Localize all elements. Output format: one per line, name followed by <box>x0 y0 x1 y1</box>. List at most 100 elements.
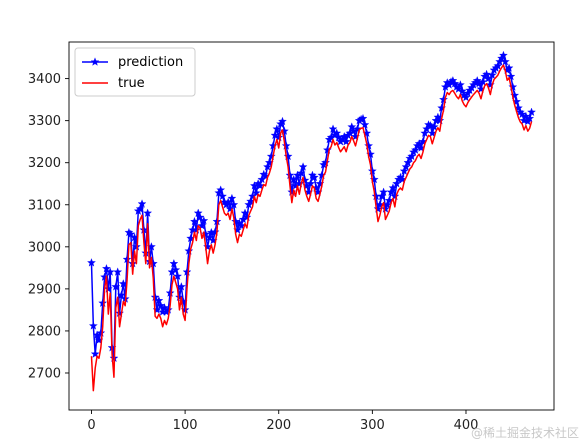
data-point-prediction <box>381 204 390 213</box>
data-point-prediction <box>461 92 471 102</box>
data-point-prediction <box>191 225 201 234</box>
data-point-prediction <box>98 298 108 307</box>
data-point-prediction <box>379 187 388 196</box>
y-tick-label: 3000 <box>28 240 61 255</box>
data-point-prediction <box>289 174 299 184</box>
legend-star <box>90 57 100 66</box>
data-point-prediction <box>242 212 252 222</box>
data-point-prediction <box>266 151 276 161</box>
data-point-prediction <box>392 179 402 188</box>
data-point-prediction <box>433 112 443 122</box>
data-point-prediction <box>223 197 233 206</box>
x-tick-label: 100 <box>173 418 198 433</box>
legend: prediction true <box>74 47 196 97</box>
x-tick-label: 300 <box>360 418 385 433</box>
data-point-prediction <box>429 122 439 131</box>
data-point-prediction <box>403 158 413 167</box>
series-true <box>90 64 533 392</box>
data-point-prediction <box>173 271 183 281</box>
data-point-prediction <box>283 151 293 161</box>
data-point-prediction <box>176 282 186 291</box>
data-point-prediction <box>457 86 467 95</box>
data-point-prediction <box>225 204 235 213</box>
data-point-prediction <box>358 113 368 123</box>
data-point-prediction <box>100 272 109 281</box>
data-point-prediction <box>90 349 100 358</box>
data-point-prediction <box>493 61 503 70</box>
data-point-prediction <box>450 79 460 88</box>
y-axis: 2700 2800 2900 3000 3100 3200 3300 3400 <box>28 72 69 381</box>
data-point-prediction <box>156 301 166 310</box>
x-tick-label: 200 <box>266 418 291 433</box>
series-line-true <box>90 64 533 392</box>
data-point-prediction <box>281 141 291 150</box>
data-point-prediction <box>364 141 374 150</box>
data-point-prediction <box>274 132 284 142</box>
data-point-prediction <box>231 216 241 226</box>
data-point-prediction <box>216 185 226 194</box>
data-point-prediction <box>399 166 409 175</box>
data-point-prediction <box>420 128 430 138</box>
data-point-prediction <box>411 145 420 154</box>
legend-label-true: true <box>118 76 145 91</box>
data-point-prediction <box>150 292 160 302</box>
data-point-prediction <box>478 77 488 86</box>
data-point-prediction <box>195 212 205 222</box>
data-point-prediction <box>360 120 370 129</box>
data-point-prediction <box>306 179 315 188</box>
data-point-prediction <box>270 130 280 140</box>
data-point-prediction <box>386 187 396 196</box>
y-tick-label: 2800 <box>28 324 61 339</box>
data-point-prediction <box>347 122 357 131</box>
data-point-prediction <box>111 282 121 291</box>
data-point-prediction <box>135 204 145 213</box>
data-point-prediction <box>229 200 239 209</box>
data-point-prediction <box>154 296 164 305</box>
data-point-prediction <box>193 208 203 217</box>
data-point-prediction <box>152 305 162 314</box>
data-point-prediction <box>165 288 175 297</box>
y-tick-label: 2700 <box>28 366 61 381</box>
data-point-prediction <box>500 57 510 66</box>
data-point-prediction <box>184 246 194 255</box>
legend-label-prediction: prediction <box>118 55 183 70</box>
data-point-prediction <box>390 191 400 201</box>
data-point-prediction <box>285 170 295 180</box>
data-point-prediction <box>96 328 106 337</box>
data-point-prediction <box>251 188 261 197</box>
data-point-prediction <box>137 199 147 208</box>
data-point-prediction <box>171 265 181 274</box>
series-layer <box>87 50 536 392</box>
data-point-prediction <box>278 116 287 126</box>
data-point-prediction <box>506 71 516 81</box>
data-point-prediction <box>482 69 491 79</box>
x-tick-label: 400 <box>454 418 479 433</box>
data-point-prediction <box>525 113 535 123</box>
data-point-prediction <box>298 162 308 171</box>
data-point-prediction <box>439 94 448 104</box>
data-point-prediction <box>182 267 192 276</box>
data-point-prediction <box>287 187 297 196</box>
data-point-prediction <box>352 124 362 133</box>
axes-frame <box>68 41 555 411</box>
data-point-prediction <box>367 166 377 175</box>
data-point-prediction <box>175 292 184 302</box>
data-point-prediction <box>105 267 115 276</box>
data-point-prediction <box>341 137 351 146</box>
data-point-prediction <box>117 290 126 299</box>
data-point-prediction <box>163 305 173 314</box>
data-point-prediction <box>197 221 207 230</box>
y-tick-label: 3100 <box>28 198 61 213</box>
data-point-prediction <box>201 229 211 238</box>
data-point-prediction <box>143 208 153 217</box>
data-point-prediction <box>487 70 497 79</box>
data-point-prediction <box>169 259 179 268</box>
data-point-prediction <box>199 216 209 225</box>
data-point-prediction <box>499 50 508 60</box>
data-point-prediction <box>435 116 445 125</box>
data-point-prediction <box>517 109 527 119</box>
legend-frame <box>74 47 196 97</box>
data-point-prediction <box>160 303 169 312</box>
x-axis: 0 100 200 300 400 <box>87 410 478 433</box>
data-point-prediction <box>227 193 237 203</box>
